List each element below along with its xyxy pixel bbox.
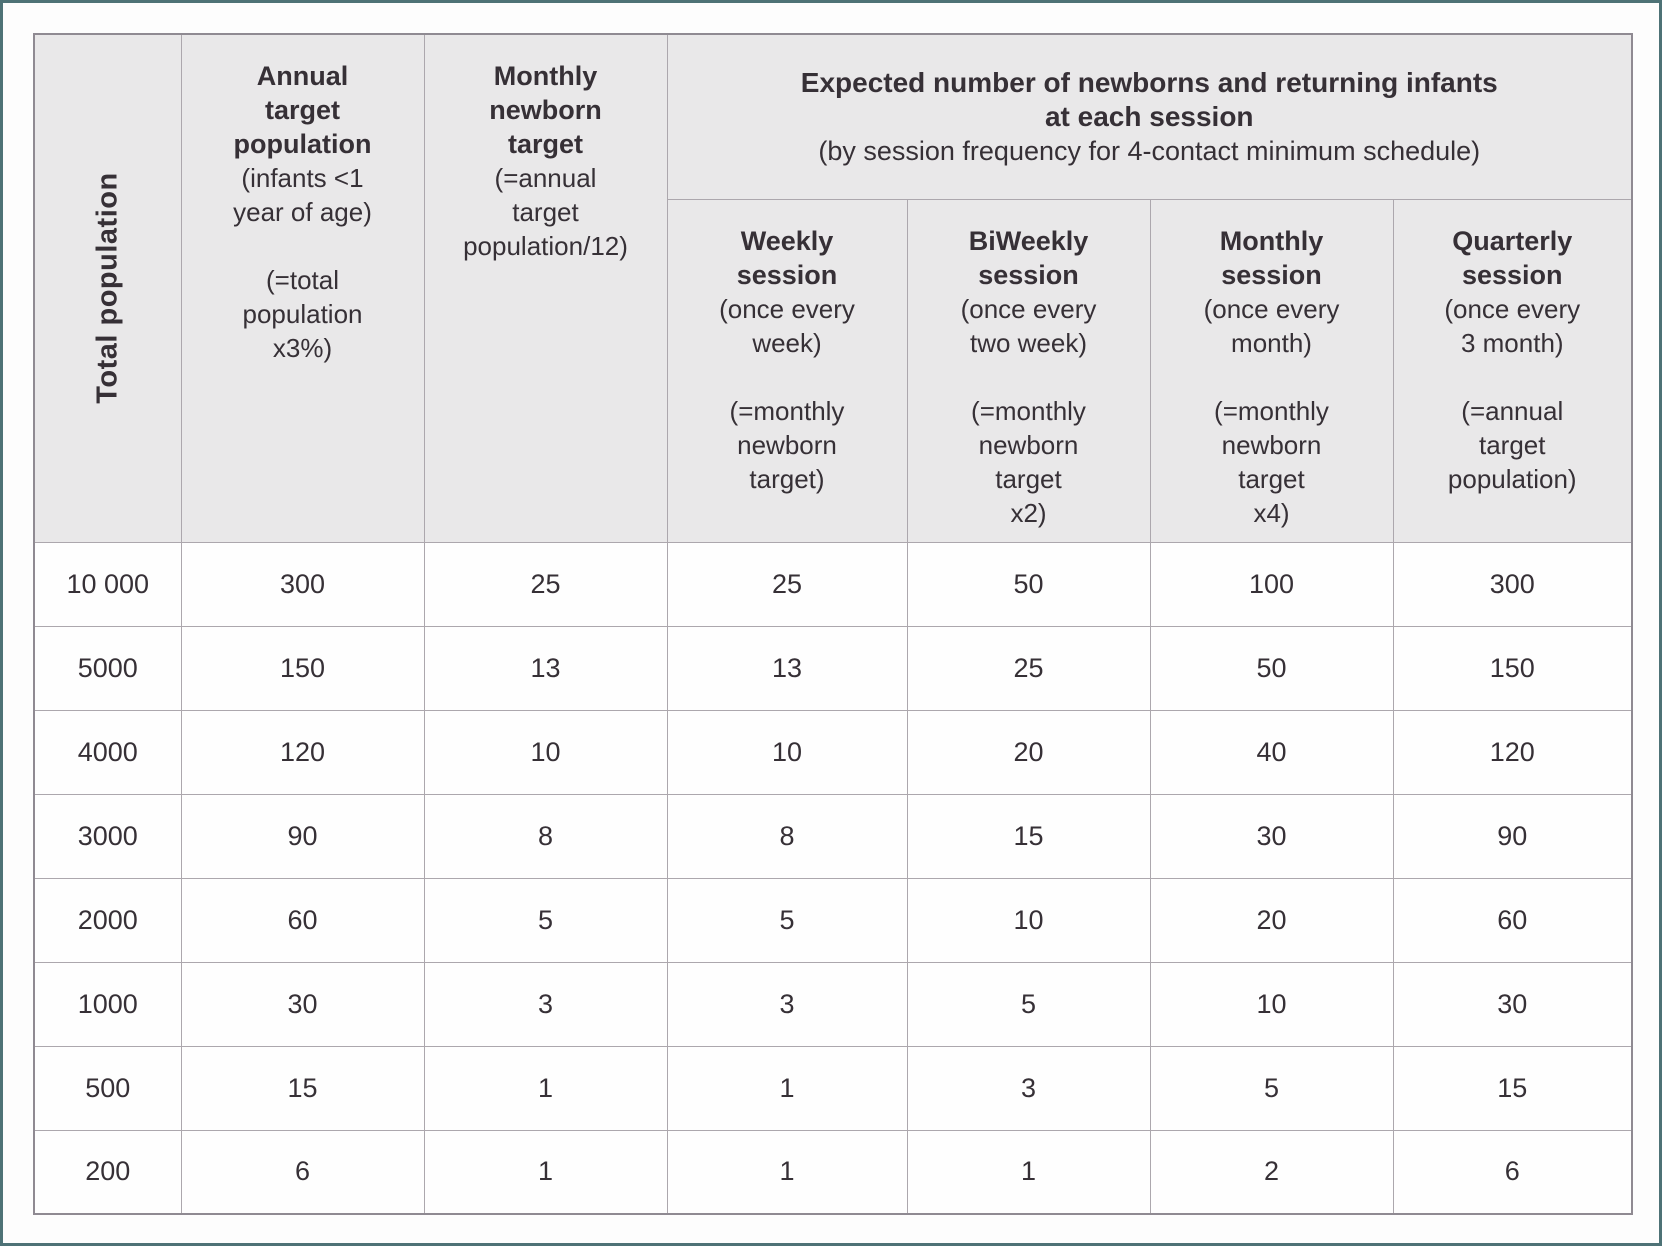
value-cell: 10 — [666, 709, 908, 795]
value-cell: 20 — [906, 709, 1151, 795]
population-cell: 4000 — [33, 709, 182, 795]
value-cell: 5 — [1149, 1045, 1394, 1131]
column-header-annual-target: Annual target population (infants <1 yea… — [180, 33, 425, 543]
annual-target-title: Annual target population — [233, 61, 372, 159]
value-cell: 120 — [1392, 709, 1633, 795]
population-cell: 2000 — [33, 877, 182, 963]
value-cell: 30 — [1149, 793, 1394, 879]
table-header: Total population Annual target populatio… — [33, 33, 1633, 543]
monthly-session-title: Monthly session — [1219, 225, 1324, 290]
value-cell: 8 — [666, 793, 908, 879]
biweekly-session-desc: (once every two week) — [960, 293, 1097, 358]
header-row-sessions: Weekly session (once every week) (=month… — [34, 198, 1633, 543]
value-cell: 5 — [666, 877, 908, 963]
table-row: 5000 150 13 13 25 50 150 — [33, 625, 1633, 711]
value-cell: 3 — [423, 961, 668, 1047]
table-row: 500 15 1 1 3 5 15 — [33, 1045, 1633, 1131]
value-cell: 150 — [180, 625, 425, 711]
table-row: 1000 30 3 3 5 10 30 — [33, 961, 1633, 1047]
value-cell: 10 — [906, 877, 1151, 963]
weekly-session-formula: (=monthly newborn target) — [729, 395, 845, 494]
column-header-monthly-newborn: Monthly newborn target (=annual target p… — [423, 33, 668, 543]
table-row: 10 000 300 25 25 50 100 300 — [33, 541, 1633, 627]
value-cell: 30 — [180, 961, 425, 1047]
table-row: 2000 60 5 5 10 20 60 — [33, 877, 1633, 963]
column-header-monthly-session: Monthly session (once every month) (=mon… — [1149, 198, 1394, 543]
monthly-newborn-title: Monthly newborn target — [489, 61, 602, 159]
value-cell: 25 — [666, 541, 908, 627]
value-cell: 120 — [180, 709, 425, 795]
column-header-weekly-session: Weekly session (once every week) (=month… — [666, 198, 908, 543]
population-cell: 5000 — [33, 625, 182, 711]
table-row: 4000 120 10 10 20 40 120 — [33, 709, 1633, 795]
value-cell: 50 — [1149, 625, 1394, 711]
biweekly-session-formula: (=monthly newborn target x2) — [971, 395, 1086, 528]
value-cell: 2 — [1149, 1129, 1394, 1215]
table-body: 10 000 300 25 25 50 100 300 5000 150 13 13 25 50 150 4… — [33, 541, 1633, 1215]
value-cell: 10 — [1149, 961, 1394, 1047]
monthly-newborn-desc: (=annual target population/12) — [463, 163, 628, 261]
monthly-session-desc: (once every month) — [1203, 293, 1340, 358]
value-cell: 6 — [180, 1129, 425, 1215]
value-cell: 30 — [1392, 961, 1633, 1047]
column-header-biweekly-session: BiWeekly session (once every two week) (… — [906, 198, 1151, 543]
session-frequency-table: Total population Annual target populatio… — [33, 33, 1634, 1215]
value-cell: 8 — [423, 793, 668, 879]
value-cell: 13 — [666, 625, 908, 711]
value-cell: 1 — [423, 1129, 668, 1215]
value-cell: 1 — [423, 1045, 668, 1131]
annual-target-formula: (=total population x3%) — [242, 265, 363, 363]
population-cell: 10 000 — [33, 541, 182, 627]
column-header-total-population: Total population — [33, 33, 182, 543]
weekly-session-title: Weekly session — [736, 225, 838, 290]
quarterly-session-desc: (once every 3 month) — [1444, 293, 1581, 358]
value-cell: 15 — [906, 793, 1151, 879]
column-header-quarterly-session: Quarterly session (once every 3 month) (… — [1392, 198, 1633, 543]
table-row: 3000 90 8 8 15 30 90 — [33, 793, 1633, 879]
value-cell: 15 — [1392, 1045, 1633, 1131]
value-cell: 60 — [1392, 877, 1633, 963]
value-cell: 300 — [180, 541, 425, 627]
value-cell: 60 — [180, 877, 425, 963]
value-cell: 5 — [906, 961, 1151, 1047]
population-cell: 500 — [33, 1045, 182, 1131]
population-cell: 1000 — [33, 961, 182, 1047]
value-cell: 25 — [906, 625, 1151, 711]
table-row: 200 6 1 1 1 2 6 — [33, 1129, 1633, 1215]
value-cell: 150 — [1392, 625, 1633, 711]
value-cell: 90 — [1392, 793, 1633, 879]
merged-header-expected-newborns: Expected number of newborns and returnin… — [666, 33, 1633, 200]
value-cell: 20 — [1149, 877, 1394, 963]
population-cell: 3000 — [33, 793, 182, 879]
value-cell: 50 — [906, 541, 1151, 627]
value-cell: 6 — [1392, 1129, 1633, 1215]
value-cell: 40 — [1149, 709, 1394, 795]
value-cell: 10 — [423, 709, 668, 795]
value-cell: 15 — [180, 1045, 425, 1131]
biweekly-session-title: BiWeekly session — [968, 225, 1089, 290]
value-cell: 1 — [666, 1045, 908, 1131]
annual-target-desc: (infants <1 year of age) — [233, 163, 372, 227]
header-row-top: Total population Annual target populatio… — [33, 33, 1633, 543]
merged-header-subtitle: (by session frequency for 4-contact mini… — [818, 135, 1481, 166]
quarterly-session-formula: (=annual target population) — [1447, 395, 1577, 494]
value-cell: 5 — [423, 877, 668, 963]
value-cell: 1 — [906, 1129, 1151, 1215]
weekly-session-desc: (once every week) — [719, 293, 855, 358]
total-population-label: Total population — [91, 172, 124, 404]
value-cell: 100 — [1149, 541, 1394, 627]
monthly-session-formula: (=monthly newborn target x4) — [1214, 395, 1329, 528]
value-cell: 25 — [423, 541, 668, 627]
value-cell: 3 — [666, 961, 908, 1047]
value-cell: 1 — [666, 1129, 908, 1215]
value-cell: 13 — [423, 625, 668, 711]
population-cell: 200 — [33, 1129, 182, 1215]
merged-header-title: Expected number of newborns and returnin… — [800, 66, 1498, 132]
value-cell: 300 — [1392, 541, 1633, 627]
value-cell: 3 — [906, 1045, 1151, 1131]
value-cell: 90 — [180, 793, 425, 879]
quarterly-session-title: Quarterly session — [1452, 225, 1573, 290]
